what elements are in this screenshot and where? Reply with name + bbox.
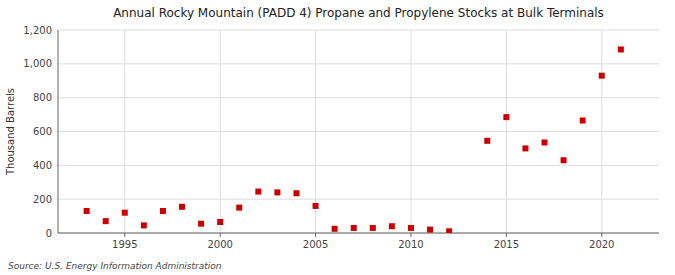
x-grid-line (506, 30, 507, 233)
point (503, 114, 509, 120)
x-tick-label: 1995 (112, 239, 137, 250)
y-grid-line (58, 131, 659, 132)
x-grid-line (220, 30, 221, 233)
point (84, 208, 90, 214)
point (580, 118, 586, 124)
x-tick (506, 233, 507, 237)
x-tick (315, 233, 316, 237)
point (522, 145, 528, 151)
point (198, 221, 204, 227)
y-axis-line (58, 30, 59, 233)
point (141, 222, 147, 228)
x-tick-label: 2005 (303, 239, 328, 250)
grid (58, 30, 659, 233)
x-tick (220, 233, 221, 237)
x-tick-label: 2010 (398, 239, 423, 250)
point (179, 204, 185, 210)
point (370, 225, 376, 231)
y-tick-label: 1,200 (23, 25, 52, 36)
point (408, 225, 414, 231)
y-grid-line (58, 30, 659, 31)
points (84, 46, 624, 233)
point (542, 139, 548, 145)
point (313, 203, 319, 209)
y-grid-line (58, 97, 659, 98)
x-tick (124, 233, 125, 237)
point (561, 157, 567, 163)
point (332, 226, 338, 232)
x-tick-label: 2015 (494, 239, 519, 250)
y-grid-line (58, 233, 659, 234)
x-grid-line (315, 30, 316, 233)
point (484, 138, 490, 144)
x-grid-line (601, 30, 602, 233)
axes: 0 200 400 600 800 1,000 1,200 1995 2000 2005 2010 2… (23, 25, 659, 251)
point (389, 223, 395, 229)
point (351, 225, 357, 231)
point (255, 189, 261, 195)
y-axis-label: Thousand Barrels (5, 88, 16, 176)
point (236, 205, 242, 211)
y-grid-line (58, 165, 659, 166)
x-tick-label: 2020 (589, 239, 614, 250)
point (217, 219, 223, 225)
chart-svg: Annual Rocky Mountain (PADD 4) Propane a… (0, 0, 675, 275)
point (122, 210, 128, 216)
x-axis-line (58, 233, 659, 234)
point (160, 208, 166, 214)
y-tick-label: 800 (33, 92, 52, 103)
y-tick-label: 200 (33, 194, 52, 205)
x-grid-line (410, 30, 411, 233)
y-grid-line (58, 63, 659, 64)
y-tick-label: 600 (33, 126, 52, 137)
point (274, 189, 280, 195)
title: Annual Rocky Mountain (PADD 4) Propane a… (113, 6, 604, 20)
source-annotation: Source: U.S. Energy Information Administ… (8, 261, 222, 271)
point (618, 46, 624, 52)
point (446, 228, 452, 233)
y-grid-line (58, 199, 659, 200)
point (427, 227, 433, 233)
chart-container: Annual Rocky Mountain (PADD 4) Propane a… (0, 0, 675, 275)
y-tick-label: 400 (33, 160, 52, 171)
point (599, 73, 605, 79)
x-tick (601, 233, 602, 237)
point (103, 218, 109, 224)
x-grid-line (124, 30, 125, 233)
y-tick-label: 1,000 (23, 58, 52, 69)
x-tick (410, 233, 411, 237)
x-tick-label: 2000 (207, 239, 232, 250)
point (293, 190, 299, 196)
y-tick-label: 0 (46, 228, 52, 239)
